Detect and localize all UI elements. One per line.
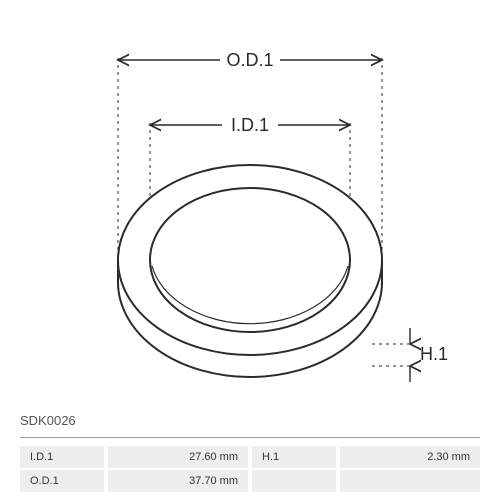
spec-label bbox=[252, 470, 336, 492]
table-row: I.D.1 27.60 mm H.1 2.30 mm bbox=[20, 446, 480, 468]
spec-label: I.D.1 bbox=[20, 446, 104, 468]
part-code: SDK0026 bbox=[20, 413, 76, 428]
spec-label: O.D.1 bbox=[20, 470, 104, 492]
label-od: O.D.1 bbox=[226, 50, 273, 70]
spec-value: 2.30 mm bbox=[340, 446, 480, 468]
dimension-diagram: O.D.1 I.D.1 H.1 bbox=[0, 10, 500, 410]
label-id: I.D.1 bbox=[231, 115, 269, 135]
label-h: H.1 bbox=[420, 344, 448, 364]
divider bbox=[20, 437, 480, 438]
spec-value bbox=[340, 470, 480, 492]
ring-inner-top bbox=[150, 188, 350, 332]
spec-value: 27.60 mm bbox=[108, 446, 248, 468]
table-row: O.D.1 37.70 mm bbox=[20, 470, 480, 492]
spec-table: I.D.1 27.60 mm H.1 2.30 mm O.D.1 37.70 m… bbox=[20, 446, 480, 492]
spec-value: 37.70 mm bbox=[108, 470, 248, 492]
container: O.D.1 I.D.1 H.1 SDK0026 I.D.1 27.6 bbox=[0, 0, 500, 500]
spec-label: H.1 bbox=[252, 446, 336, 468]
